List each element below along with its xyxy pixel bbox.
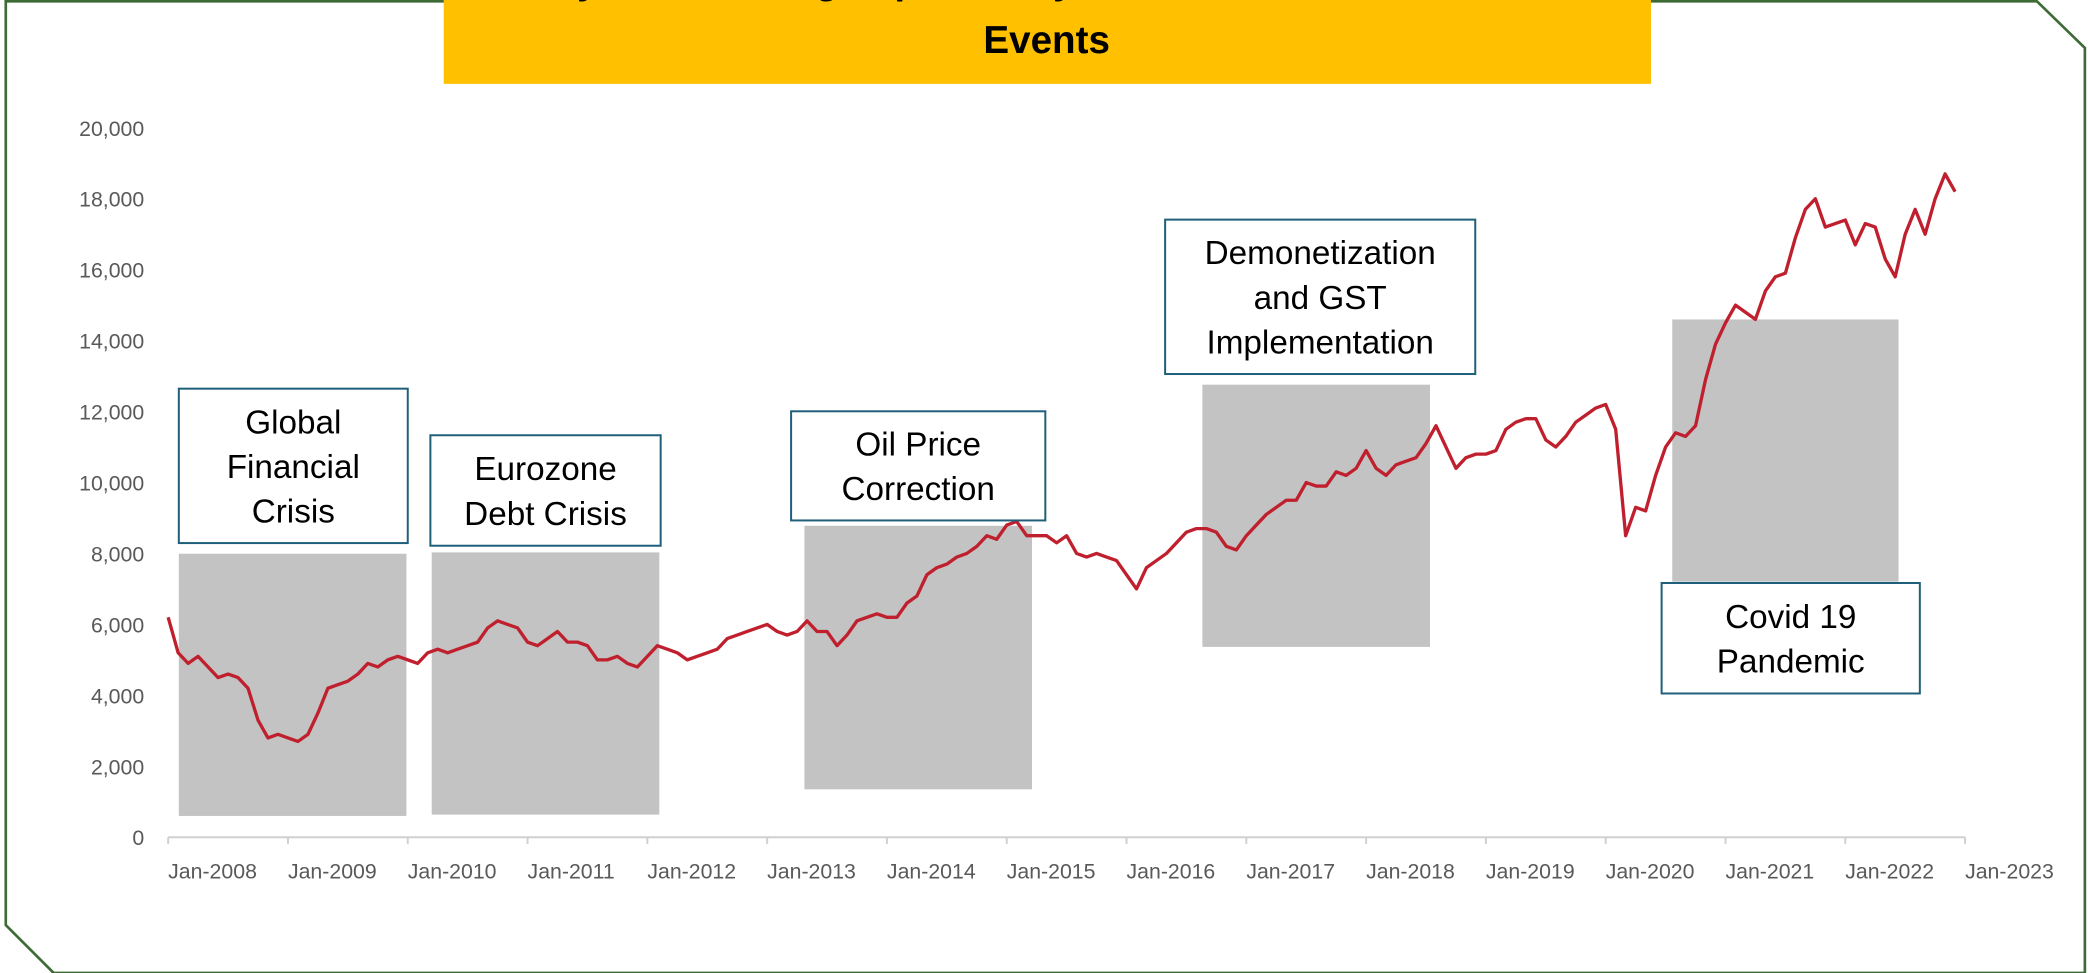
x-tick-label: Jan-2022	[1845, 859, 1934, 883]
data-line	[166, 172, 1957, 744]
y-tick-label: 4,000	[91, 684, 144, 708]
title-line: Events	[983, 19, 1110, 62]
annotation-box	[429, 434, 662, 547]
y-tick-label: 10,000	[79, 471, 144, 495]
annotation-text: Crisis	[252, 493, 335, 530]
x-tick-label: Jan-2010	[408, 859, 497, 883]
y-tick-label: 8,000	[91, 542, 144, 566]
x-tick-label: Jan-2015	[1007, 859, 1096, 883]
x-tick-label: Jan-2016	[1127, 859, 1216, 883]
annotation-text: Demonetization	[1205, 235, 1436, 272]
shade	[431, 552, 660, 815]
x-tick-label: Jan-2021	[1725, 859, 1814, 883]
title-box	[443, 0, 1651, 84]
annotation-text: Financial	[227, 449, 360, 486]
shade	[1672, 319, 1899, 582]
x-tick-label: Jan-2017	[1246, 859, 1335, 883]
annotation-text: Correction	[841, 471, 994, 508]
x-tick-label: Jan-2012	[647, 859, 736, 883]
shade	[178, 553, 407, 816]
y-tick-label: 20,000	[79, 117, 144, 141]
x-tick-label: Jan-2014	[887, 859, 976, 883]
y-tick-label: 6,000	[91, 613, 144, 637]
x-tick-label: Jan-2013	[767, 859, 856, 883]
y-tick-label: 12,000	[79, 401, 144, 425]
shade	[804, 525, 1033, 790]
y-tick-label: 16,000	[79, 259, 144, 283]
annotation-text: and GST	[1254, 280, 1387, 317]
annotation-text: Implementation	[1206, 324, 1433, 361]
x-tick-label: Jan-2009	[288, 859, 377, 883]
x-tick-label: Jan-2011	[528, 859, 615, 883]
annotation-text: Eurozone	[474, 451, 616, 488]
x-tick-label: Jan-2020	[1606, 859, 1695, 883]
annotation-text: Pandemic	[1717, 644, 1865, 681]
annotation-text: Debt Crisis	[464, 496, 627, 533]
y-tick-label: 18,000	[79, 188, 144, 212]
annotation-box	[1660, 582, 1921, 695]
x-tick-label: Jan-2023	[1965, 859, 2054, 883]
annotation-box	[1164, 218, 1477, 376]
x-tick-label: Jan-2018	[1366, 859, 1455, 883]
y-tick-label: 2,000	[91, 755, 144, 779]
annotation-box	[177, 387, 409, 545]
period-shades	[178, 319, 1899, 816]
annotation-box	[790, 410, 1047, 522]
slide-frame	[4, 0, 2087, 973]
annotation-text: Covid 19	[1725, 599, 1856, 636]
chart-title: Nifty 50 TRI being impacted by these Glo…	[513, 0, 1581, 62]
shade	[1202, 384, 1431, 647]
x-tick-label: Jan-2019	[1486, 859, 1575, 883]
annotation-text: Oil Price	[855, 427, 981, 464]
x-tick-label: Jan-2008	[168, 859, 257, 883]
title-line: Nifty 50 TRI being impacted by these Glo…	[513, 0, 1581, 2]
y-tick-label: 0	[132, 826, 144, 850]
y-tick-label: 14,000	[79, 330, 144, 354]
annotation-text: Global	[245, 404, 341, 441]
